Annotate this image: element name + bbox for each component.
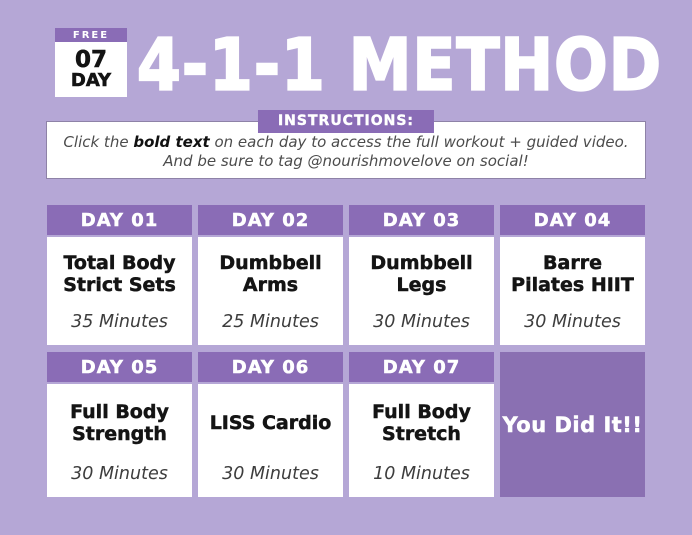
instructions-label: INSTRUCTIONS:: [257, 110, 435, 133]
day-card-06: DAY 06 LISS Cardio 30 Minutes: [198, 352, 343, 497]
workout-duration: 30 Minutes: [222, 464, 319, 484]
workout-line-1: Dumbbell: [219, 251, 322, 274]
badge-day-number: 07: [74, 46, 108, 73]
day-card-02: DAY 02 Dumbbell Arms 25 Minutes: [198, 205, 343, 345]
day-card-body: Total Body Strict Sets 35 Minutes: [47, 237, 192, 345]
workout-link[interactable]: Total Body Strict Sets: [47, 237, 192, 312]
workout-link[interactable]: Full Body Stretch: [349, 384, 494, 464]
calendar-badge-body: 07 DAY: [55, 42, 127, 97]
day-grid: DAY 01 Total Body Strict Sets 35 Minutes…: [47, 205, 645, 497]
day-card-body: LISS Cardio 30 Minutes: [198, 384, 343, 497]
day-header: DAY 06: [198, 352, 343, 382]
workout-link[interactable]: Dumbbell Arms: [198, 237, 343, 312]
calendar-badge: FREE 07 DAY: [55, 28, 127, 97]
workout-line-1: Dumbbell: [370, 251, 473, 274]
instructions-line1-suffix: on each day to access the full workout +…: [209, 133, 629, 152]
workout-line-2: Stretch: [382, 423, 461, 445]
workout-line-1: Total Body: [63, 251, 176, 274]
day-card-body: Barre Pilates HIIT 30 Minutes: [500, 237, 645, 345]
workout-link[interactable]: Dumbbell Legs: [349, 237, 494, 312]
workout-link[interactable]: Full Body Strength: [47, 384, 192, 464]
day-card-body: Dumbbell Arms 25 Minutes: [198, 237, 343, 345]
day-header: DAY 07: [349, 352, 494, 382]
day-card-body: Full Body Strength 30 Minutes: [47, 384, 192, 497]
workout-line-2: Pilates HIIT: [511, 273, 634, 296]
workout-duration: 30 Minutes: [71, 464, 168, 484]
instructions-line1-prefix: Click the: [63, 133, 134, 152]
day-card-05: DAY 05 Full Body Strength 30 Minutes: [47, 352, 192, 497]
instructions-line1-bold: bold text: [133, 133, 210, 152]
workout-line-1: Barre: [543, 251, 602, 274]
day-card-body: Full Body Stretch 10 Minutes: [349, 384, 494, 497]
day-card-body: Dumbbell Legs 30 Minutes: [349, 237, 494, 345]
free-ribbon: FREE: [55, 28, 127, 42]
workout-duration: 25 Minutes: [222, 312, 319, 332]
workout-duration: 30 Minutes: [373, 312, 470, 332]
workout-line-2: Strength: [72, 423, 167, 445]
workout-line-2: Strict Sets: [63, 273, 176, 296]
workout-duration: 10 Minutes: [373, 464, 470, 484]
workout-line-1: Full Body: [70, 401, 169, 424]
completion-card: You Did It!!: [500, 352, 645, 497]
day-card-03: DAY 03 Dumbbell Legs 30 Minutes: [349, 205, 494, 345]
day-header: DAY 01: [47, 205, 192, 235]
page-title: 4-1-1 METHOD: [136, 23, 663, 108]
workout-line-2: Arms: [242, 273, 299, 296]
day-header: DAY 04: [500, 205, 645, 235]
workout-duration: 30 Minutes: [524, 312, 621, 332]
day-card-04: DAY 04 Barre Pilates HIIT 30 Minutes: [500, 205, 645, 345]
workout-line-2: Legs: [396, 273, 447, 296]
day-card-01: DAY 01 Total Body Strict Sets 35 Minutes: [47, 205, 192, 345]
day-card-07: DAY 07 Full Body Stretch 10 Minutes: [349, 352, 494, 497]
workout-line-1: Full Body: [372, 401, 471, 424]
instructions-line-2: And be sure to tag @nourishmovelove on s…: [163, 151, 529, 170]
day-header: DAY 03: [349, 205, 494, 235]
workout-link[interactable]: LISS Cardio: [198, 384, 343, 464]
workout-duration: 35 Minutes: [71, 312, 168, 332]
instructions-line-1: Click the bold text on each day to acces…: [63, 133, 628, 151]
workout-line-1: LISS Cardio: [209, 412, 332, 435]
day-header: DAY 02: [198, 205, 343, 235]
workout-link[interactable]: Barre Pilates HIIT: [500, 237, 645, 312]
badge-day-word: DAY: [70, 70, 112, 92]
day-header: DAY 05: [47, 352, 192, 382]
